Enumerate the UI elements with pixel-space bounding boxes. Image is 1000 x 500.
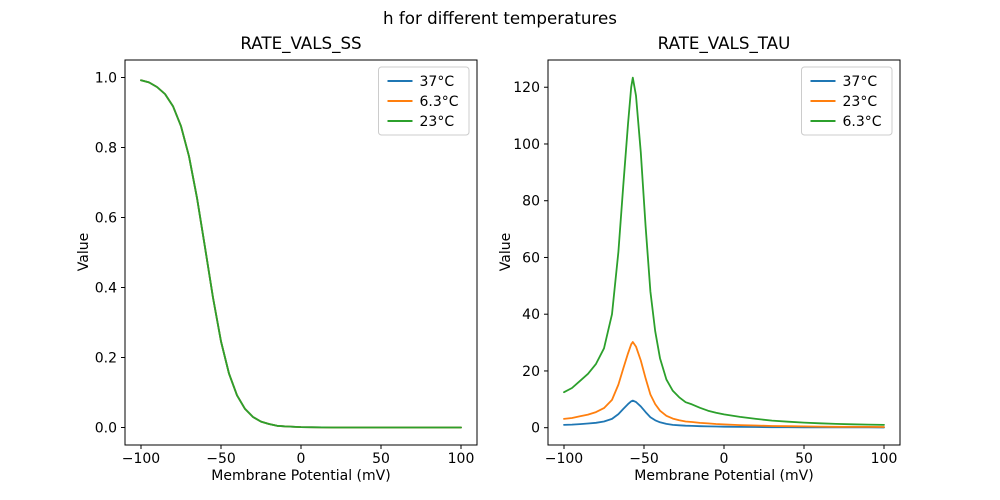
y-tick-label: 1.0 xyxy=(95,71,117,87)
y-tick-label: 20 xyxy=(522,364,540,380)
legend-label: 23°C xyxy=(843,94,878,110)
y-tick-label: 120 xyxy=(513,80,540,96)
x-tick-label: 0 xyxy=(720,451,729,467)
series-line-23Cc xyxy=(140,79,462,429)
y-tick-label: 80 xyxy=(522,194,540,210)
y-axis-label-ss: Value xyxy=(76,232,92,272)
subplot-title-rate-vals-ss: RATE_VALS_SS xyxy=(240,33,362,53)
y-tick-label: 40 xyxy=(522,307,540,323)
x-tick-label: −100 xyxy=(122,451,160,467)
y-tick-label: 0.6 xyxy=(95,211,117,227)
y-tick-label: 0.2 xyxy=(95,351,117,367)
series-line-6.3Cc xyxy=(563,76,885,426)
x-tick-label: 50 xyxy=(372,451,390,467)
x-tick-label: −50 xyxy=(206,451,236,467)
x-tick-label: −50 xyxy=(629,451,659,467)
legend-label: 23°C xyxy=(420,114,455,130)
x-tick-label: −100 xyxy=(545,451,583,467)
legend: 37°C 23°C 6.3°C xyxy=(801,66,893,136)
x-tick-label: 50 xyxy=(795,451,813,467)
legend-box xyxy=(801,66,893,136)
legend-label: 6.3°C xyxy=(420,94,459,110)
y-tick-label: 0 xyxy=(531,421,540,437)
axes-0: −100 −50 0 50 100 0.0 0.2 0.4 0.6 0.8 1.0 37°C 6.3°C… xyxy=(95,59,478,467)
y-tick-label: 100 xyxy=(513,137,540,153)
legend-box xyxy=(378,66,470,136)
legend-label: 37°C xyxy=(843,74,878,90)
legend: 37°C 6.3°C 23°C xyxy=(378,66,470,136)
y-tick-label: 0.0 xyxy=(95,421,117,437)
series-line-23Cc xyxy=(563,341,885,428)
y-tick-label: 0.4 xyxy=(95,281,117,297)
y-tick-label: 60 xyxy=(522,250,540,266)
subplot-title-rate-vals-tau: RATE_VALS_TAU xyxy=(657,33,791,53)
legend-label: 37°C xyxy=(420,74,455,90)
axes-1: −100 −50 0 50 100 0 20 40 60 80 100 120 37°C 23°C 6.3°… xyxy=(513,59,901,467)
figure-title: h for different temperatures xyxy=(383,8,617,28)
series-line-37Cc xyxy=(563,399,885,429)
legend-label: 6.3°C xyxy=(843,114,882,130)
x-tick-label: 100 xyxy=(448,451,475,467)
x-tick-label: 0 xyxy=(297,451,306,467)
y-axis-label-tau: Value xyxy=(498,232,514,272)
x-axis-label-tau: Membrane Potential (mV) xyxy=(634,468,814,484)
x-tick-label: 100 xyxy=(871,451,898,467)
x-axis-label-ss: Membrane Potential (mV) xyxy=(211,468,391,484)
y-tick-label: 0.8 xyxy=(95,141,117,157)
